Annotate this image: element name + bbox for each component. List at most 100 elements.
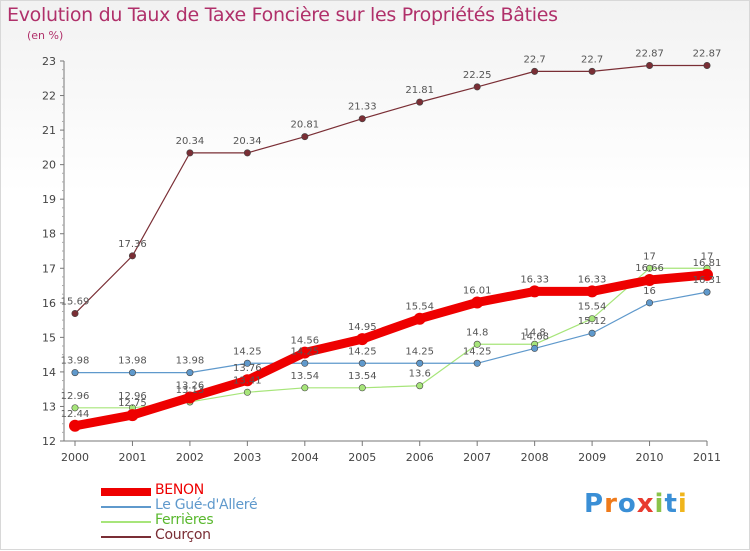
legend-swatch xyxy=(101,521,151,523)
data-point xyxy=(646,299,654,307)
data-label: 13.6 xyxy=(409,369,431,380)
data-label: 13.54 xyxy=(348,371,377,382)
y-tick-label: 20 xyxy=(42,159,56,172)
data-label: 21.81 xyxy=(405,85,434,96)
data-label: 17 xyxy=(701,251,714,262)
y-tick-label: 16 xyxy=(42,297,56,310)
data-point xyxy=(241,374,254,387)
data-point xyxy=(183,391,196,404)
data-label: 13.26 xyxy=(176,380,205,391)
data-label: 13.98 xyxy=(176,356,205,367)
data-label: 13.13 xyxy=(176,385,205,396)
data-label: 17.36 xyxy=(118,239,147,250)
data-label: 13.54 xyxy=(290,371,319,382)
data-point xyxy=(703,61,711,69)
data-label: 15.54 xyxy=(578,302,607,313)
data-point xyxy=(243,149,251,157)
logo-letter: x xyxy=(636,489,655,519)
y-tick-label: 15 xyxy=(42,331,56,344)
legend-label: Ferrières xyxy=(155,512,214,528)
data-label: 16.31 xyxy=(693,275,722,286)
y-tick-label: 23 xyxy=(42,55,56,68)
data-point xyxy=(528,285,541,298)
data-label: 20.34 xyxy=(233,136,262,147)
data-label: 16.33 xyxy=(578,274,607,285)
y-tick-label: 21 xyxy=(42,124,56,137)
legend-label: Courçon xyxy=(155,527,211,543)
data-point xyxy=(128,252,136,260)
series-layer xyxy=(69,61,713,432)
data-point xyxy=(531,344,539,352)
data-point xyxy=(473,359,481,367)
data-point xyxy=(588,315,596,323)
data-label: 14.25 xyxy=(233,346,262,357)
data-label: 12.75 xyxy=(118,398,147,409)
data-point xyxy=(643,274,656,287)
data-label: 14.56 xyxy=(290,336,319,347)
data-label: 22.25 xyxy=(463,70,492,81)
data-point xyxy=(301,359,309,367)
logo-letter: P xyxy=(584,489,605,519)
chart-axes: 12 13 14 15 16 17 18 19 20 21 22 23 2000 2001 2002 2003… xyxy=(42,55,721,464)
data-label: 22.7 xyxy=(524,54,546,65)
data-point xyxy=(416,359,424,367)
data-point xyxy=(531,67,539,75)
chart-title: Evolution du Taux de Taxe Foncière sur l… xyxy=(7,4,558,26)
data-point xyxy=(646,61,654,69)
data-point xyxy=(186,149,194,157)
data-point xyxy=(416,382,424,390)
data-point xyxy=(358,359,366,367)
x-tick-label: 2011 xyxy=(693,451,721,464)
data-point xyxy=(701,268,713,281)
logo-letter: o xyxy=(617,489,637,519)
legend-label: BENON xyxy=(155,482,204,498)
data-label: 15.12 xyxy=(578,316,607,327)
logo-letter: t xyxy=(664,489,678,519)
data-point xyxy=(301,133,309,141)
logo-letter: i xyxy=(677,489,688,519)
y-tick-label: 14 xyxy=(42,366,56,379)
data-point xyxy=(416,98,424,106)
legend-swatch xyxy=(101,506,151,508)
data-label: 21.33 xyxy=(348,102,377,113)
data-label: 16.81 xyxy=(693,258,722,269)
data-point xyxy=(186,369,194,377)
data-point xyxy=(588,329,596,337)
data-label: 16.01 xyxy=(463,285,492,296)
data-point xyxy=(243,359,251,367)
x-tick-label: 2002 xyxy=(176,451,204,464)
x-tick-label: 2006 xyxy=(406,451,434,464)
data-point xyxy=(586,285,599,298)
data-label: 13.76 xyxy=(233,363,262,374)
data-label: 14.8 xyxy=(524,327,546,338)
y-tick-label: 19 xyxy=(42,193,56,206)
legend-label: Le Gué-d'Alleré xyxy=(155,497,258,513)
data-point xyxy=(126,409,139,422)
data-point xyxy=(356,333,369,346)
data-label: 13.41 xyxy=(233,375,262,386)
data-label: 13.98 xyxy=(118,356,147,367)
data-point xyxy=(71,404,79,412)
data-label: 20.34 xyxy=(176,136,205,147)
y-tick-label: 18 xyxy=(42,228,56,241)
x-tick-label: 2008 xyxy=(521,451,549,464)
data-label: 22.87 xyxy=(635,48,664,59)
series-line-1 xyxy=(74,291,708,374)
y-tick-label: 13 xyxy=(42,400,56,413)
x-tick-label: 2005 xyxy=(348,451,376,464)
x-tick-label: 2003 xyxy=(233,451,261,464)
data-label: 14.25 xyxy=(463,346,492,357)
proxiti-logo: Proxiti xyxy=(584,489,688,519)
data-label: 22.7 xyxy=(581,54,603,65)
data-label: 15.69 xyxy=(61,297,90,308)
data-point xyxy=(71,310,79,318)
data-label: 12.96 xyxy=(61,391,90,402)
data-point xyxy=(69,419,81,432)
data-label: 22.87 xyxy=(693,48,722,59)
data-label: 14.25 xyxy=(348,346,377,357)
data-label: 14.25 xyxy=(405,346,434,357)
data-label: 16.33 xyxy=(520,274,549,285)
legend-swatch xyxy=(101,536,151,538)
